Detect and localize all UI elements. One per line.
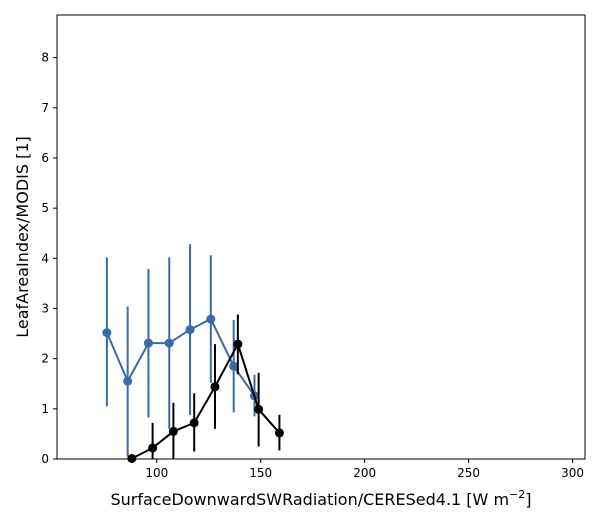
series-1 xyxy=(127,314,284,463)
data-point xyxy=(189,418,199,428)
x-tick-label: 100 xyxy=(145,466,168,480)
x-axis: 100 150 200 250 300 xyxy=(145,459,584,480)
y-tick-label: 0 xyxy=(41,452,49,466)
plot-area-frame xyxy=(56,14,586,460)
y-tick-label: 8 xyxy=(41,51,49,65)
data-point xyxy=(229,361,239,371)
x-tick-label: 150 xyxy=(249,466,272,480)
data-point xyxy=(185,325,195,335)
x-tick-label: 250 xyxy=(457,466,480,480)
data-point xyxy=(206,314,216,324)
x-axis-label: SurfaceDownwardSWRadiation/CERESed4.1 [W… xyxy=(110,488,531,509)
y-tick-label: 7 xyxy=(41,101,49,115)
x-axis-label-superscript: −2 xyxy=(509,488,525,501)
data-point xyxy=(168,426,178,436)
data-point xyxy=(210,382,220,392)
y-axis: 0 1 2 3 4 5 6 7 8 xyxy=(41,51,57,466)
data-point xyxy=(143,338,153,348)
y-tick-label: 4 xyxy=(41,251,49,265)
series-layer xyxy=(102,244,284,463)
y-axis-label: LeafAreaIndex/MODIS [1] xyxy=(13,136,32,338)
data-point xyxy=(127,453,137,463)
data-point xyxy=(102,328,112,338)
data-point xyxy=(123,376,133,386)
y-tick-label: 6 xyxy=(41,151,49,165)
data-point xyxy=(274,428,284,438)
x-tick-label: 300 xyxy=(561,466,584,480)
y-tick-label: 3 xyxy=(41,301,49,315)
y-tick-label: 2 xyxy=(41,352,49,366)
x-tick-label: 200 xyxy=(353,466,376,480)
data-point xyxy=(148,443,158,453)
data-point xyxy=(164,338,174,348)
data-point xyxy=(254,404,264,414)
y-tick-label: 5 xyxy=(41,201,49,215)
series-line xyxy=(131,341,281,460)
y-tick-label: 1 xyxy=(41,402,49,416)
data-point xyxy=(233,339,243,349)
series-0 xyxy=(102,244,259,457)
